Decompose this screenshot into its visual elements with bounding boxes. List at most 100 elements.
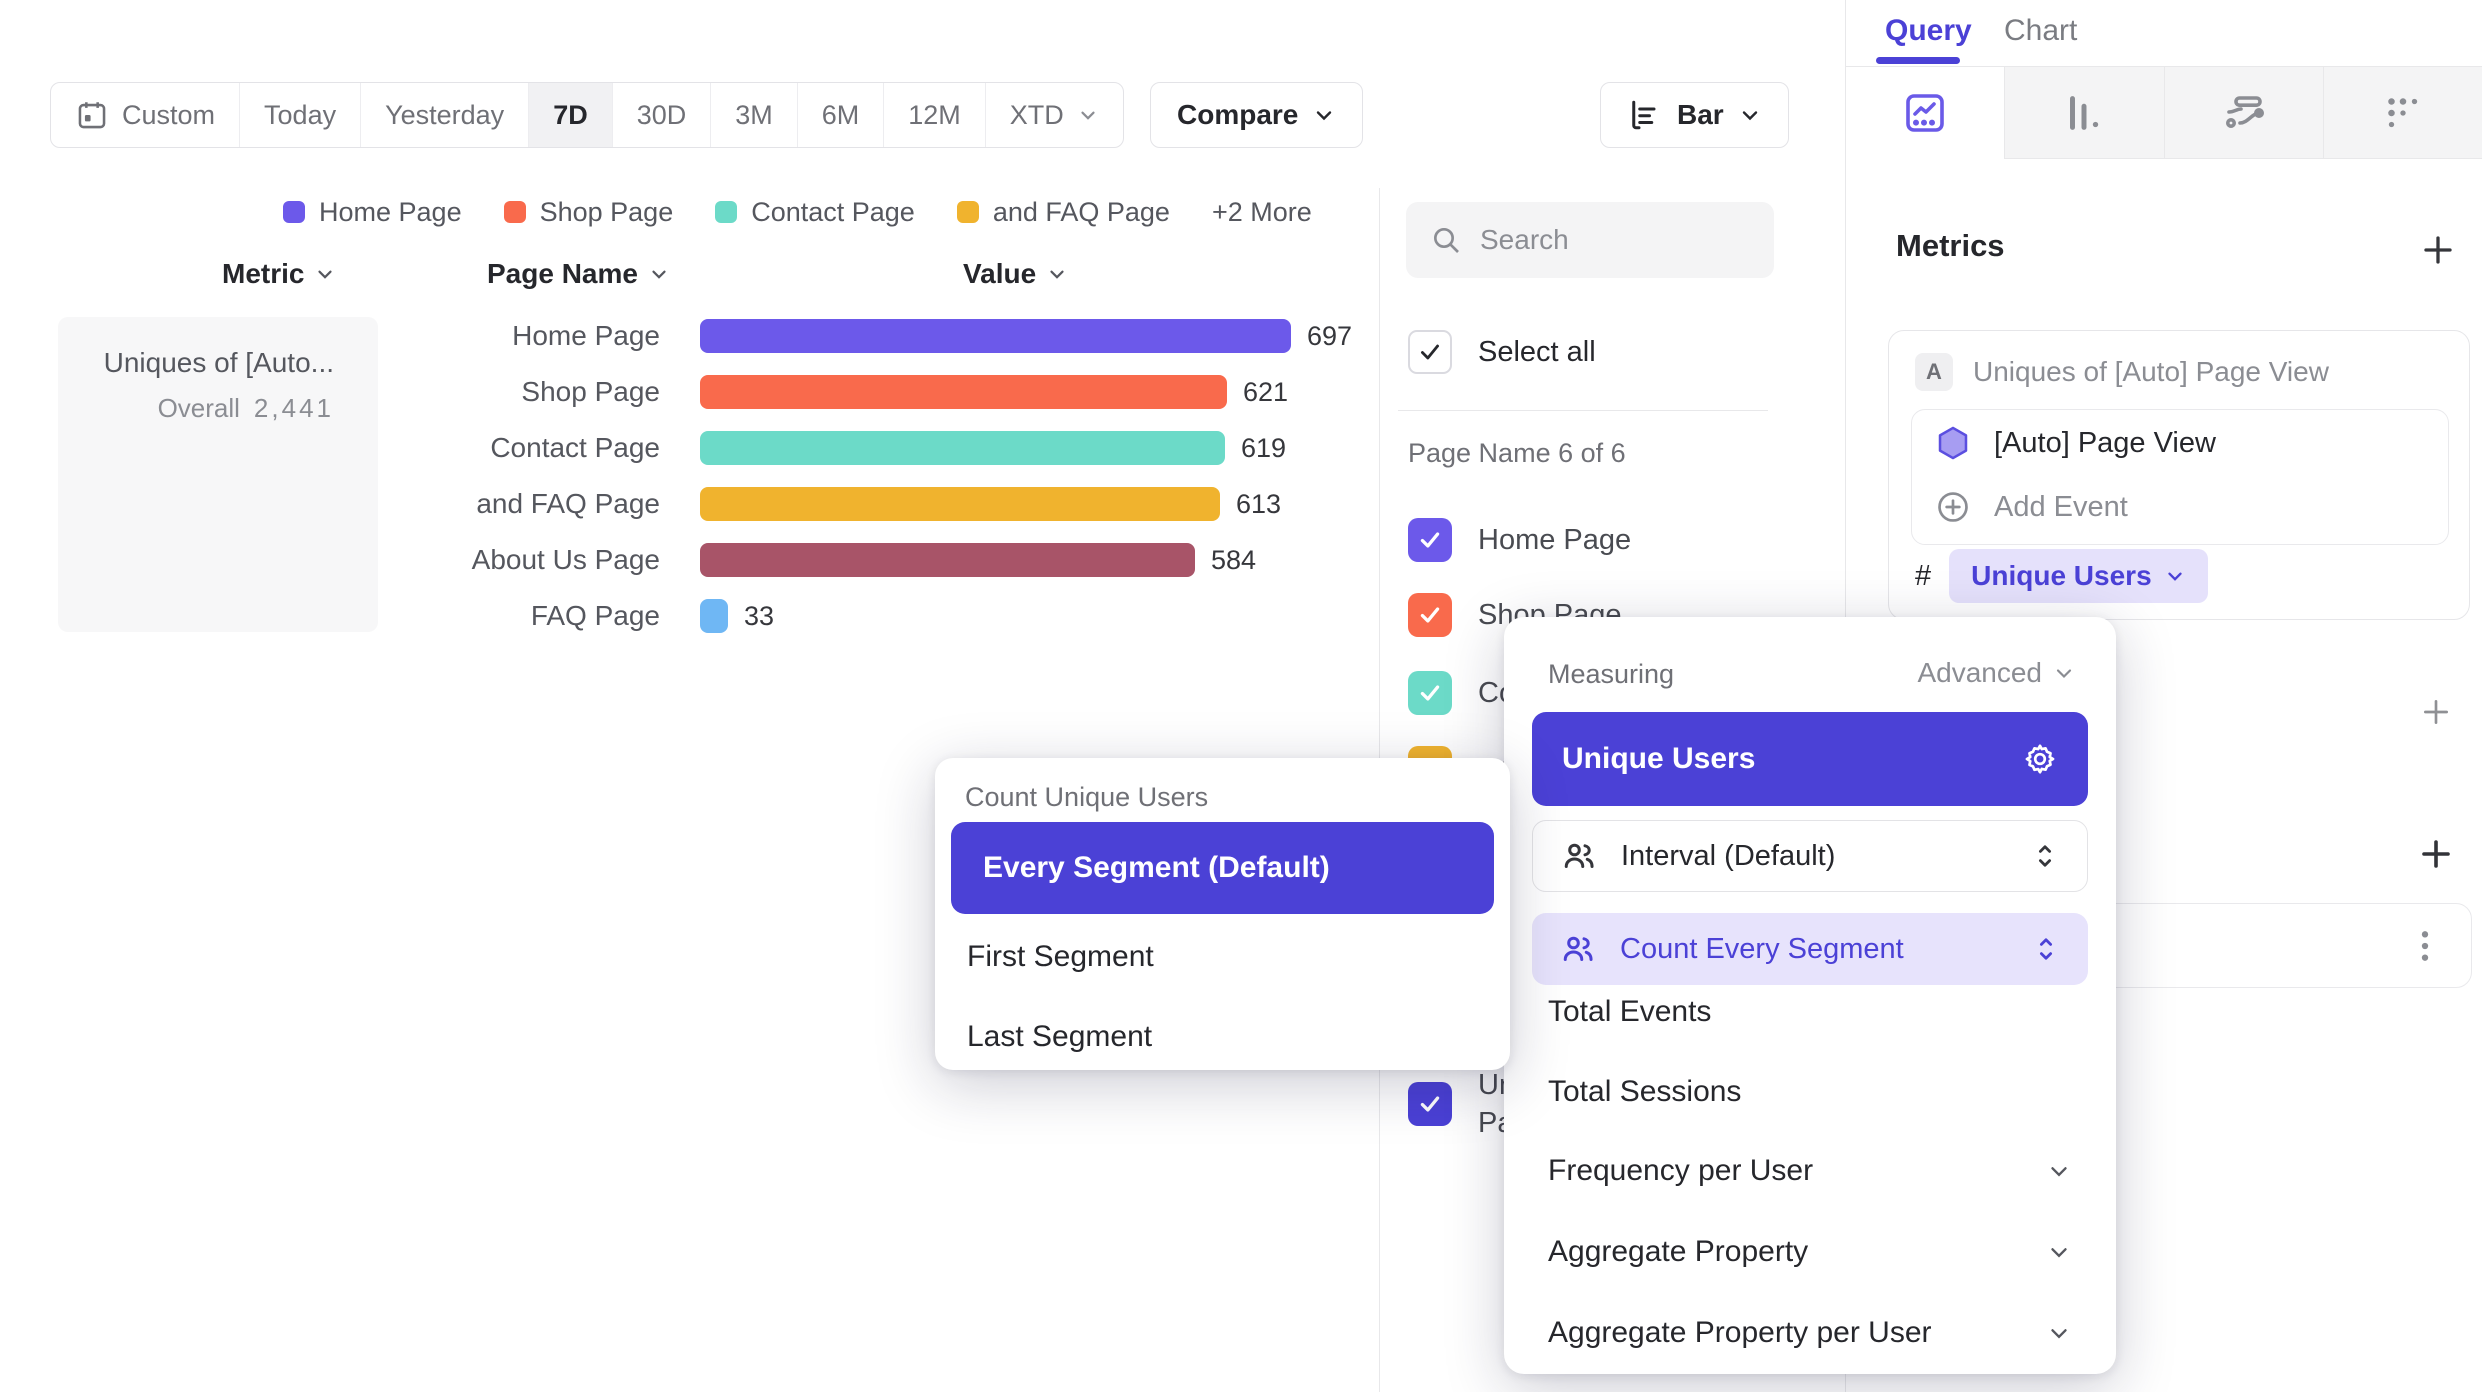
- bar-category-label: Home Page: [512, 320, 660, 351]
- bar-contact-page[interactable]: [700, 431, 1225, 465]
- metric-row[interactable]: A Uniques of [Auto] Page View: [1915, 353, 2329, 391]
- filter-group-label: Page Name 6 of 6: [1408, 438, 1626, 468]
- add-event-row[interactable]: Add Event: [1934, 488, 2128, 526]
- legend-label: Shop Page: [539, 196, 674, 227]
- users-icon: [1564, 843, 1594, 868]
- segment-option-every-segment-selected[interactable]: Every Segment (Default): [951, 822, 1494, 914]
- bar-about-us-page[interactable]: [700, 543, 1195, 577]
- legend-item[interactable]: Contact Page: [715, 197, 915, 228]
- advanced-dropdown[interactable]: Advanced: [1917, 657, 2076, 689]
- date-range-6m[interactable]: 6M: [796, 83, 884, 147]
- date-range-label: 3M: [735, 99, 773, 130]
- chevron-down-icon: [1738, 103, 1762, 127]
- bar-shop-page[interactable]: [700, 375, 1227, 409]
- stepper-icon[interactable]: [2031, 841, 2059, 871]
- add-filter-button[interactable]: [2420, 696, 2452, 733]
- metric-summary-overall: Overall 2,441: [58, 393, 334, 424]
- column-header-value[interactable]: Value: [963, 258, 1068, 290]
- legend-more-label: +2 More: [1211, 196, 1312, 227]
- bar-category-label: About Us Page: [471, 544, 660, 575]
- date-range-custom[interactable]: Custom: [51, 83, 239, 147]
- column-header-metric[interactable]: Metric: [222, 258, 336, 290]
- menu-item-label: Aggregate Property: [1548, 1235, 1809, 1268]
- legend-more-button[interactable]: +2 More: [1212, 197, 1312, 228]
- segment-option-last-segment[interactable]: Last Segment: [967, 1020, 1153, 1053]
- event-name: [Auto] Page View: [1994, 426, 2216, 459]
- checkbox-checked[interactable]: [1408, 1082, 1452, 1126]
- legend-item[interactable]: Home Page: [283, 197, 462, 228]
- date-range-3m[interactable]: 3M: [710, 83, 797, 147]
- add-breakdown-button[interactable]: [2418, 836, 2454, 877]
- bar-faq-page[interactable]: [700, 599, 728, 633]
- measuring-option-unique-users-selected[interactable]: Unique Users: [1532, 712, 2088, 806]
- filter-item-home-page[interactable]: Home Page: [1408, 518, 1631, 562]
- hash-symbol: #: [1915, 559, 1932, 592]
- checkbox-checked[interactable]: [1408, 593, 1452, 637]
- chevron-down-icon: [2051, 1167, 2067, 1177]
- chevron-down-icon: [318, 270, 333, 279]
- event-row[interactable]: [Auto] Page View: [1934, 424, 2216, 462]
- active-tab-underline: [1876, 57, 1960, 64]
- interval-stepper[interactable]: Interval (Default): [1532, 820, 2088, 892]
- stepper-icon[interactable]: [2032, 934, 2060, 964]
- checkbox-checked[interactable]: [1408, 671, 1452, 715]
- report-type-tabs: [1846, 66, 2482, 159]
- select-all-checkbox[interactable]: [1408, 330, 1452, 374]
- count-mode-stepper[interactable]: Count Every Segment: [1532, 913, 2088, 985]
- bar-chart-icon: [1627, 97, 1663, 133]
- add-metric-button[interactable]: [2420, 232, 2456, 273]
- bar-and-faq-page[interactable]: [700, 487, 1220, 521]
- legend-label: and FAQ Page: [992, 196, 1170, 227]
- chevron-down-icon: [2167, 572, 2182, 581]
- measuring-option-total-events[interactable]: Total Events: [1548, 995, 1712, 1028]
- measurement-pill[interactable]: Unique Users: [1949, 549, 2208, 603]
- users-icon: [1563, 936, 1593, 961]
- tab-retention[interactable]: [2322, 67, 2482, 159]
- menu-item-label: Frequency per User: [1548, 1154, 1814, 1187]
- compare-label: Compare: [1177, 99, 1299, 130]
- chart-type-dropdown[interactable]: Bar: [1600, 82, 1789, 148]
- selected-segment-label: Every Segment (Default): [983, 851, 1330, 884]
- search-input[interactable]: [1480, 224, 1750, 256]
- date-range-today[interactable]: Today: [239, 83, 360, 147]
- metric-summary-card[interactable]: Uniques of [Auto... Overall 2,441: [58, 317, 378, 632]
- add-event-icon: [1938, 492, 1968, 522]
- tab-chart[interactable]: Chart: [2004, 14, 2078, 47]
- tab-flows[interactable]: [2163, 67, 2323, 159]
- date-range-xtd[interactable]: XTD: [984, 83, 1123, 147]
- add-event-label: Add Event: [1994, 490, 2128, 523]
- segment-option-first-segment[interactable]: First Segment: [967, 940, 1154, 973]
- date-range-yesterday[interactable]: Yesterday: [360, 83, 528, 147]
- bar-value-label: 697: [1307, 320, 1353, 351]
- legend-item[interactable]: Shop Page: [503, 196, 674, 228]
- measuring-option-aggregate-property-per-user[interactable]: Aggregate Property per User: [1548, 1316, 2072, 1350]
- list-divider: [1398, 410, 1768, 411]
- measuring-option-total-sessions[interactable]: Total Sessions: [1548, 1075, 1742, 1108]
- date-range-12m[interactable]: 12M: [883, 83, 985, 147]
- bar-home-page[interactable]: [700, 319, 1291, 353]
- gear-icon[interactable]: [2022, 741, 2058, 777]
- measuring-option-aggregate-property[interactable]: Aggregate Property: [1548, 1235, 2072, 1269]
- kebab-menu-icon[interactable]: [2405, 924, 2445, 973]
- funnels-icon: [2070, 95, 2099, 130]
- checkbox-checked[interactable]: [1408, 518, 1452, 562]
- date-range-30d[interactable]: 30D: [611, 83, 711, 147]
- legend-label: Home Page: [319, 196, 462, 227]
- select-all-row[interactable]: Select all: [1408, 330, 1596, 374]
- chart-row: Shop Page 621: [0, 370, 1288, 414]
- tab-insights-active[interactable]: [1846, 67, 2005, 159]
- metric-builder-card: A Uniques of [Auto] Page View [Auto] Pag…: [1888, 330, 2470, 620]
- date-range-label: 6M: [821, 99, 860, 130]
- legend-item[interactable]: and FAQ Page: [956, 196, 1170, 228]
- column-header-page-name[interactable]: Page Name: [487, 258, 670, 290]
- measuring-option-frequency-per-user[interactable]: Frequency per User: [1548, 1154, 2072, 1188]
- menu-item-label: Aggregate Property per User: [1548, 1316, 1932, 1349]
- chevron-down-icon: [1312, 103, 1336, 127]
- metrics-header: Metrics: [1896, 228, 2005, 263]
- tab-query[interactable]: Query: [1885, 14, 1972, 47]
- date-range-7d-selected[interactable]: 7D: [528, 83, 612, 147]
- legend-search[interactable]: [1406, 202, 1774, 278]
- compare-button[interactable]: Compare: [1150, 82, 1364, 148]
- tab-funnels[interactable]: [2004, 67, 2164, 159]
- chevron-down-icon: [2051, 1248, 2067, 1258]
